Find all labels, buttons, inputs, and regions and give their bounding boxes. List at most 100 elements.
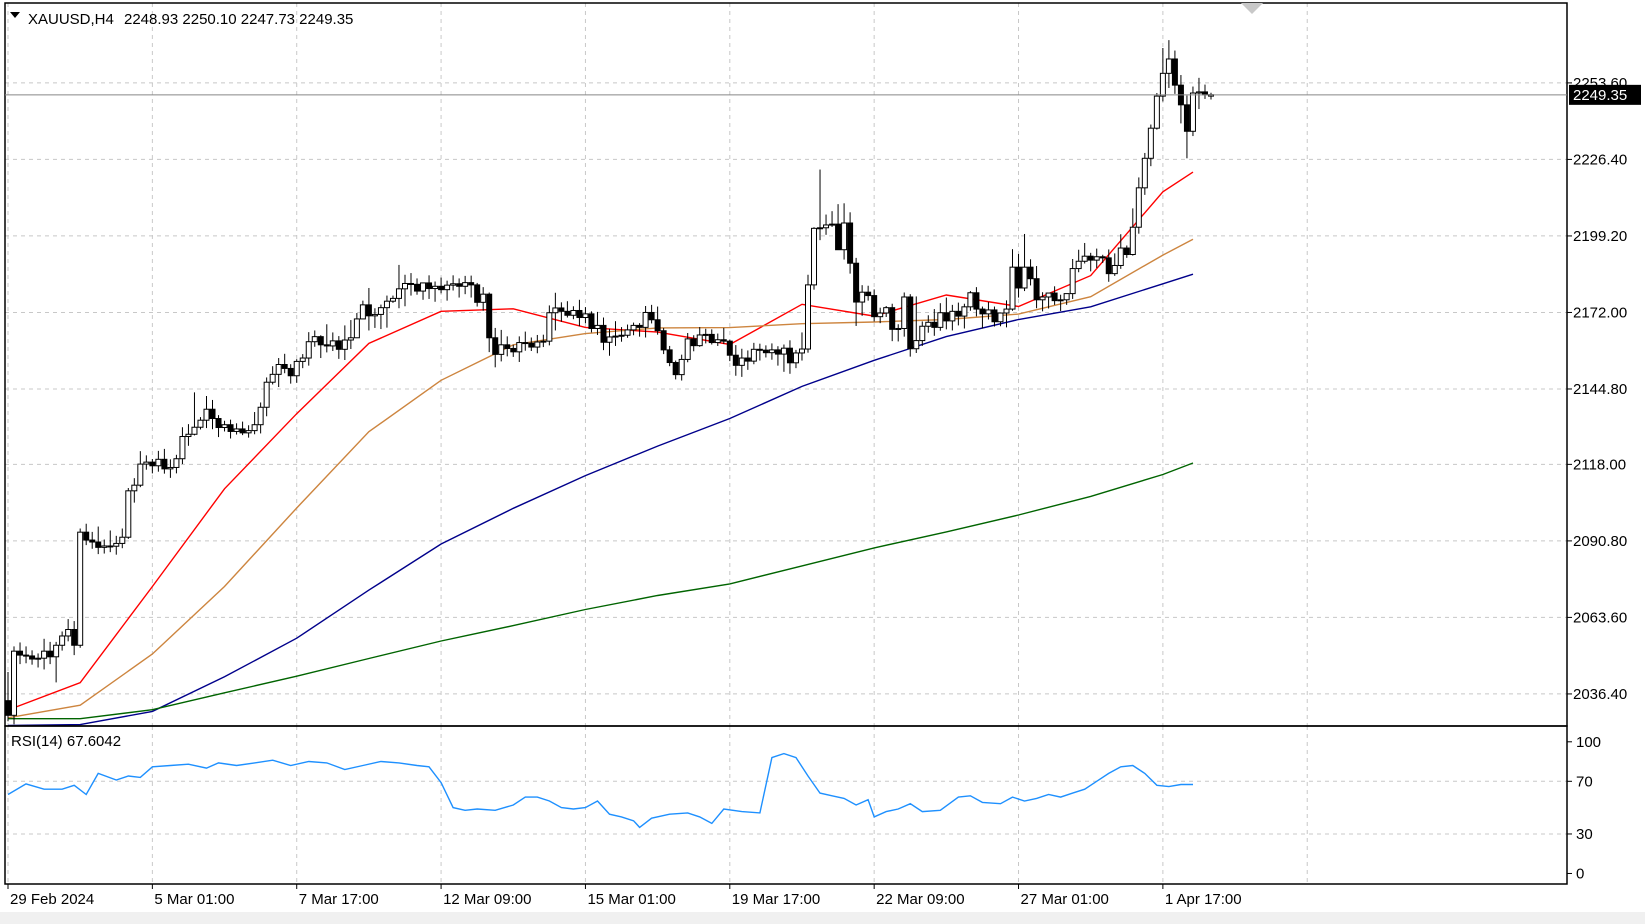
- candle-body: [1111, 264, 1118, 275]
- candle: [901, 292, 908, 337]
- candle: [702, 328, 709, 344]
- candle: [293, 359, 300, 383]
- chart-shift-marker-icon[interactable]: [1241, 3, 1263, 14]
- candle-body: [1123, 247, 1130, 256]
- time-tick-label: 7 Mar 17:00: [299, 891, 379, 908]
- candle: [672, 360, 679, 380]
- candle-body: [299, 357, 306, 362]
- candle-body: [113, 542, 120, 547]
- candle-body: [23, 654, 30, 657]
- candle: [155, 450, 162, 472]
- candle-body: [1135, 187, 1142, 228]
- candle: [829, 211, 836, 227]
- candle-body: [829, 223, 836, 226]
- candle: [1159, 48, 1166, 102]
- candle: [600, 317, 607, 351]
- candle: [1057, 294, 1064, 312]
- candle: [498, 329, 505, 362]
- candle: [738, 348, 745, 377]
- candle-body: [919, 325, 926, 342]
- price-tick-label: 2226.40: [1573, 151, 1627, 168]
- candle: [377, 304, 384, 330]
- candle-body: [708, 333, 715, 344]
- candle-body: [329, 340, 336, 347]
- candle-body: [1195, 91, 1202, 94]
- status-strip: [0, 912, 1645, 924]
- candle: [203, 396, 210, 429]
- candle: [11, 646, 18, 725]
- candle-body: [83, 531, 90, 541]
- candle-body: [967, 292, 974, 308]
- candle-body: [1099, 256, 1106, 259]
- candle-body: [371, 313, 378, 317]
- candle-body: [1171, 58, 1178, 86]
- candle: [516, 336, 523, 362]
- candle: [89, 531, 96, 549]
- candle: [317, 335, 324, 359]
- candle-body: [191, 426, 198, 435]
- candle-body: [985, 309, 992, 315]
- candle: [347, 320, 354, 350]
- candle: [1081, 242, 1088, 264]
- candle-body: [600, 324, 607, 343]
- candle: [774, 346, 781, 366]
- candle-body: [257, 406, 264, 426]
- candle-body: [323, 344, 330, 347]
- candle-body: [618, 334, 625, 337]
- candle-body: [462, 282, 469, 287]
- candle: [967, 291, 974, 311]
- candle-body: [389, 297, 396, 302]
- candle-body: [780, 347, 787, 355]
- candle-body: [11, 650, 18, 716]
- candle-body: [636, 324, 643, 328]
- candle: [281, 353, 288, 374]
- candle-body: [203, 408, 210, 421]
- candle: [636, 323, 643, 337]
- candle: [41, 638, 48, 670]
- last-price-badge: [1569, 84, 1641, 105]
- candle: [1147, 124, 1154, 167]
- candle-body: [558, 307, 565, 312]
- candle: [744, 350, 751, 370]
- candle: [47, 641, 54, 665]
- candle-body: [59, 635, 66, 646]
- candle: [227, 419, 234, 439]
- candle-body: [991, 309, 998, 323]
- candle: [329, 332, 336, 351]
- candle: [438, 277, 445, 294]
- candle-body: [798, 348, 805, 354]
- candle-body: [317, 336, 324, 346]
- candle-body: [197, 419, 204, 428]
- candle-body: [786, 347, 793, 364]
- candle: [450, 275, 457, 291]
- candle: [1009, 249, 1016, 311]
- candle-body: [359, 304, 366, 320]
- candle: [660, 327, 667, 355]
- candle-body: [726, 340, 733, 356]
- candle-body: [931, 321, 938, 328]
- candle: [943, 297, 950, 330]
- candle: [420, 282, 427, 300]
- candle: [786, 340, 793, 374]
- candle-body: [365, 304, 372, 317]
- candle: [131, 478, 138, 503]
- candle: [1111, 253, 1118, 276]
- candle: [335, 336, 342, 359]
- candle-body: [1201, 91, 1208, 96]
- candle-body: [480, 293, 487, 303]
- candle: [961, 303, 968, 329]
- ohlc-label: 2248.93 2250.10 2247.73 2249.35: [124, 11, 353, 28]
- candle: [558, 302, 565, 322]
- candle-body: [811, 227, 818, 286]
- rsi-label: RSI(14) 67.6042: [11, 733, 121, 750]
- candle-body: [847, 222, 854, 264]
- candle: [823, 214, 830, 235]
- candle-body: [907, 296, 914, 350]
- candle: [714, 333, 721, 346]
- candle-body: [955, 310, 962, 317]
- symbol-menu-arrow-icon[interactable]: [10, 12, 20, 18]
- candle: [1195, 77, 1202, 110]
- candle: [1063, 293, 1070, 305]
- candle-body: [672, 362, 679, 376]
- candle-body: [756, 348, 763, 351]
